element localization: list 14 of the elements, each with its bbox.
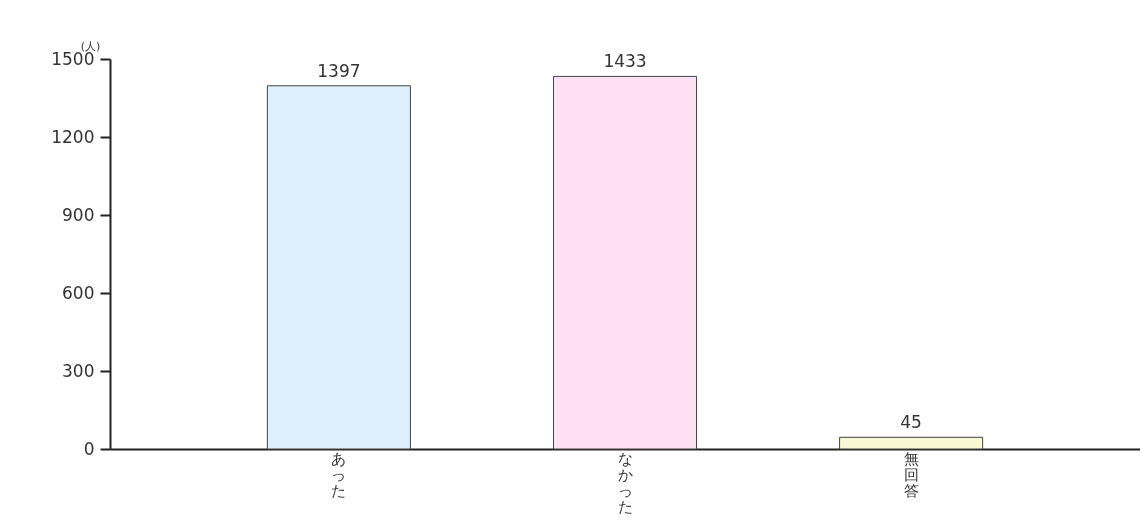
y-tick-label: 0 — [83, 438, 95, 459]
x-tick-label: 無回答 — [903, 449, 919, 500]
y-tick-label: 600 — [62, 282, 95, 303]
y-tick-label: 900 — [62, 204, 95, 225]
data-label: 1397 — [317, 60, 361, 81]
data-label: 1433 — [603, 51, 647, 72]
data-label: 45 — [900, 412, 922, 433]
y-tick-label: 300 — [62, 360, 95, 381]
y-tick-label: 1200 — [51, 126, 95, 147]
x-tick-label: あった — [331, 449, 347, 500]
bar — [266, 85, 411, 450]
bar — [839, 436, 984, 450]
bar — [552, 75, 698, 450]
x-tick-label: なかった — [617, 449, 633, 516]
